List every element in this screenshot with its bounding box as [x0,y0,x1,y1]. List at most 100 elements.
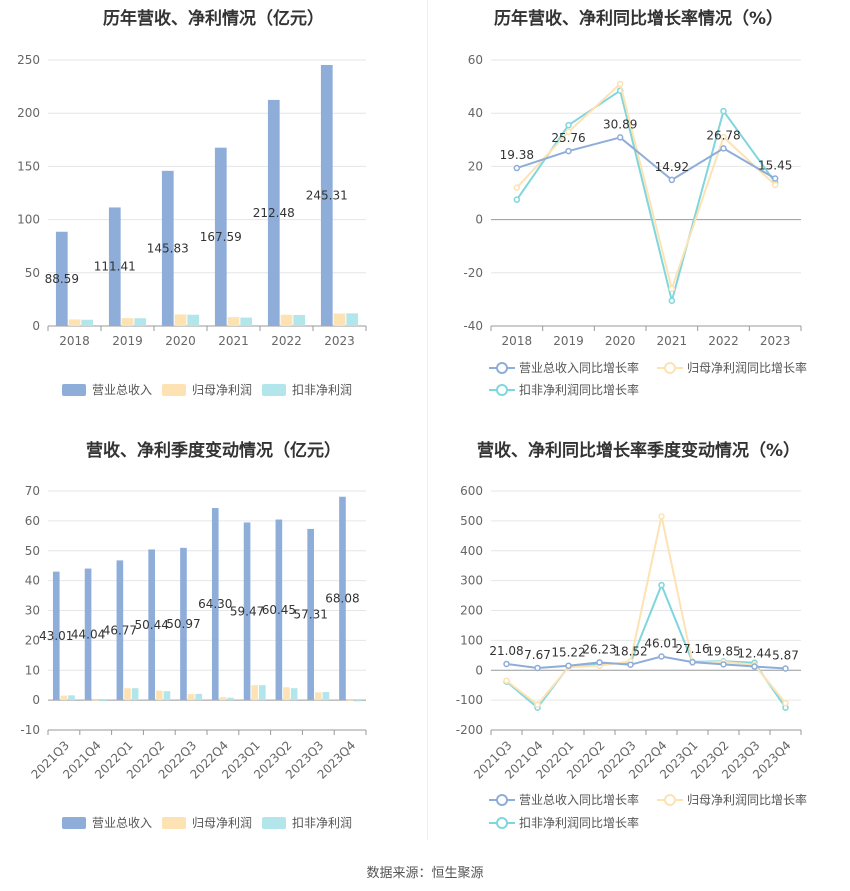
y-tick-label: 200 [17,106,40,120]
data-point [720,145,727,152]
series-line [506,655,786,670]
bar [92,700,100,701]
y-tick-label: 20 [25,633,40,647]
data-point [616,134,624,141]
data-label: 19.38 [500,148,534,162]
y-tick-label: 0 [32,319,40,333]
legend-label: 扣非净利润 [292,383,352,397]
bar [275,519,283,701]
chart-title: 历年营收、净利同比增长率情况（%） [493,9,784,29]
legend-label: 营业总收入同比增长率 [519,360,639,375]
bar [60,695,68,701]
bar [187,694,195,701]
x-tick-label: 2018 [502,334,533,348]
bar [293,314,306,326]
series-line [516,88,776,305]
chart-title: 营收、净利同比增长率季度变动情况（%） [476,441,801,461]
data-point [616,80,624,88]
bar [195,693,203,701]
bar [227,697,234,701]
annual-amount-svg: 0 50 100 150 200 250 2018 2019 2020 2021 2022 2023 8… [17,53,367,397]
data-point [534,701,541,708]
legend-label: 营业总收入 [92,383,152,397]
x-tick-label: 2020 [165,334,196,348]
y-tick-label: 0 [475,213,483,227]
y-tick-label: 300 [460,574,483,588]
data-point [668,176,676,184]
y-tick-label: 50 [25,266,40,280]
legend-swatch [162,384,186,396]
data-point [627,661,634,668]
bar [290,688,298,701]
data-label: 15.22 [551,646,585,660]
bar [163,691,171,701]
y-tick-label: 0 [32,693,40,707]
data-point [668,285,676,293]
data-label: 43.01 [39,629,73,643]
y-tick-label: 10 [25,663,40,677]
data-label: 27.16 [675,642,709,656]
chart-title: 历年营收、净利情况（亿元） [103,9,324,29]
data-label: 25.76 [551,131,585,145]
annual-amount-chart: 历年营收、净利情况（亿元） 0 50 100 150 200 250 2018 2019 202… [0,0,427,420]
bar [121,318,134,326]
data-label: 26.23 [582,642,616,656]
bar [320,64,333,326]
y-tick-label: 500 [460,514,483,528]
quarterly-growth-chart: 营收、净利同比增长率季度变动情况（%） -200 -100 0 100 200 300 40… [427,430,850,850]
data-point [720,661,727,668]
bar [227,317,240,326]
bar [211,508,219,701]
legend-swatch [62,817,86,829]
x-tick-label: 2019 [553,334,584,348]
legend-swatch-marker [496,817,508,829]
data-label: 212.48 [253,206,295,220]
data-label: 46.77 [103,623,137,637]
data-label: 15.45 [758,159,792,173]
y-tick-label: 40 [25,574,40,588]
bar [84,568,92,701]
y-tick-label: 50 [25,544,40,558]
quarterly-growth-svg: -200-10001002003004005006002021Q32021Q42… [456,484,807,830]
bar [333,313,346,326]
x-tick-label: 2023 [760,334,791,348]
bar [219,697,227,701]
data-point [668,297,676,304]
y-tick-label: 150 [17,159,40,173]
data-point [658,581,665,589]
x-tick-label: 2019 [112,334,143,348]
bar [339,496,346,701]
data-label: 14.92 [655,160,689,174]
x-tick-label: 2021 [657,334,688,348]
legend-swatch-marker [496,362,508,374]
bar [131,688,139,701]
data-point [513,164,521,172]
data-point [534,664,541,672]
data-label: 18.52 [613,645,647,659]
data-label: 50.97 [166,617,200,631]
legend-label: 营业总收入 [92,816,152,830]
data-point [782,665,789,672]
data-point [751,663,758,670]
bar [214,147,227,326]
y-tick-label: 40 [468,106,483,120]
data-point [596,659,603,666]
bar [187,314,200,326]
bar [108,207,121,326]
data-label: 68.08 [325,591,359,605]
data-point [658,513,665,520]
data-label: 30.89 [603,117,637,131]
data-point [771,175,779,182]
quarterly-amount-svg: -100102030405060702021Q32021Q42022Q12022… [20,484,367,830]
y-tick-label: 60 [468,53,483,67]
legend-label: 归母净利润同比增长率 [687,360,807,375]
series-line [505,516,787,706]
data-point [782,699,789,707]
y-tick-label: 600 [460,484,483,498]
bar [116,560,124,701]
y-tick-label: 60 [25,514,40,528]
data-label: 111.41 [94,260,136,274]
bar [180,547,187,701]
legend-swatch-marker [496,384,508,396]
data-point [689,658,696,666]
